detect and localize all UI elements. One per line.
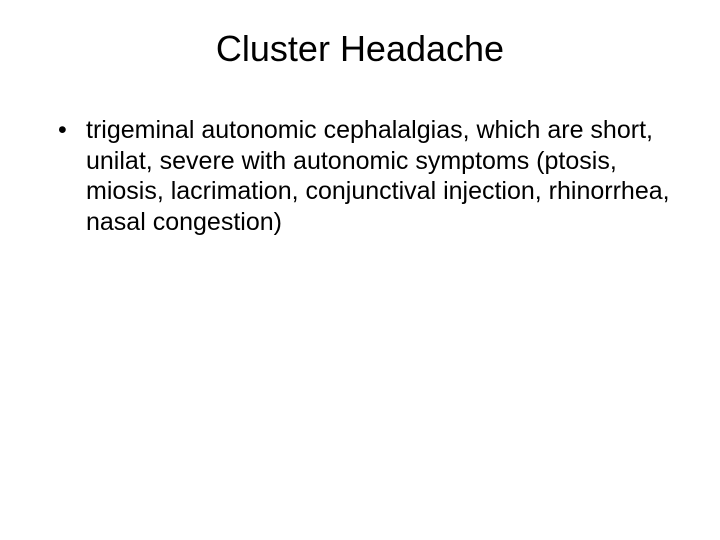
bullet-list: trigeminal autonomic cephalalgias, which… <box>40 115 680 237</box>
slide-container: Cluster Headache trigeminal autonomic ce… <box>0 0 720 540</box>
list-item: trigeminal autonomic cephalalgias, which… <box>58 115 680 237</box>
bullet-text: trigeminal autonomic cephalalgias, which… <box>86 116 670 236</box>
slide-content: trigeminal autonomic cephalalgias, which… <box>40 115 680 237</box>
slide-title: Cluster Headache <box>40 28 680 70</box>
